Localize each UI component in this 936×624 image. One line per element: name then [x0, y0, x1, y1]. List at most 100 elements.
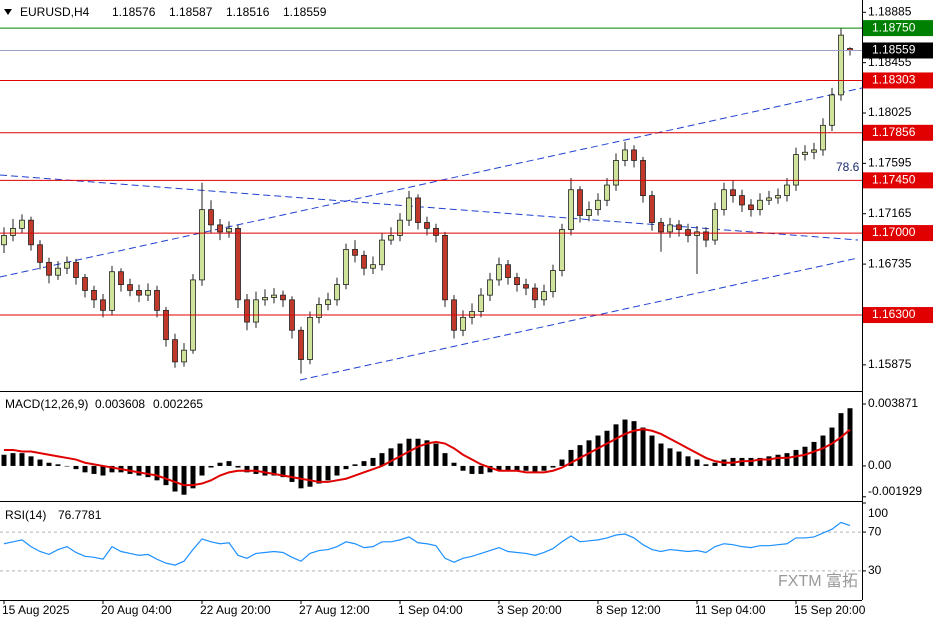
level-label: 1.18303 — [872, 73, 916, 87]
candle-body — [181, 349, 187, 363]
macd-bar — [829, 427, 835, 466]
macd-bar — [559, 459, 565, 466]
macd-bar — [703, 464, 709, 466]
candle-body — [334, 284, 340, 301]
candle-body — [370, 264, 376, 269]
candle-body — [316, 304, 322, 318]
candle-body — [658, 222, 664, 233]
x-tick-label: 22 Aug 20:00 — [200, 603, 271, 617]
macd-bar — [631, 421, 637, 466]
macd-bar — [64, 465, 70, 467]
macd-bar — [361, 461, 367, 466]
menu-arrow[interactable] — [4, 9, 12, 15]
candle-body — [748, 204, 754, 211]
candle-body — [685, 229, 691, 236]
candle-body — [208, 209, 214, 226]
candle-body — [775, 195, 781, 199]
symbol: EURUSD,H4 — [20, 5, 90, 19]
candle-body — [703, 231, 709, 241]
candle-body — [154, 290, 160, 311]
x-tick-label: 1 Sep 04:00 — [398, 603, 463, 617]
macd-bar — [55, 464, 61, 466]
candle-body — [739, 195, 745, 206]
x-tick-label: 27 Aug 12:00 — [299, 603, 370, 617]
candle-body — [613, 160, 619, 186]
rsi-line — [3, 521, 851, 566]
candle-body — [163, 309, 169, 341]
level-label-box — [863, 172, 933, 189]
macd-bar — [154, 465, 160, 481]
level-label-box — [863, 225, 933, 242]
header-close: 1.18559 — [283, 5, 327, 19]
macd-bar — [451, 462, 457, 466]
candle-body — [622, 149, 628, 161]
candle-body — [793, 154, 799, 186]
level-label: 1.17450 — [872, 173, 916, 187]
macd-bar — [550, 465, 556, 468]
x-tick-label: 15 Sep 20:00 — [794, 603, 866, 617]
candle-body — [19, 219, 25, 229]
candle-body — [460, 316, 466, 331]
candle-body — [802, 151, 808, 155]
candle-body — [343, 249, 349, 285]
candle-body — [784, 184, 790, 196]
level-label: 1.17856 — [872, 125, 916, 139]
candle-body — [541, 291, 547, 301]
candle-body — [712, 209, 718, 241]
candle-body — [631, 149, 637, 161]
macd-bar — [334, 465, 340, 476]
macd-bar — [838, 413, 844, 466]
y-tick-label: 1.17595 — [868, 156, 912, 170]
y-tick-label: 30 — [868, 563, 882, 577]
y-tick-label: 1.18885 — [868, 4, 912, 18]
candle-body — [388, 235, 394, 241]
candle-body — [379, 239, 385, 266]
candle-body — [253, 299, 259, 323]
candle-body — [640, 160, 646, 196]
macd-bar — [289, 465, 295, 482]
candle-body — [235, 227, 241, 301]
macd-bar — [523, 465, 529, 471]
macd-bar — [532, 465, 538, 473]
macd-bar — [370, 457, 376, 466]
candle-body — [496, 264, 502, 281]
candle-body — [136, 290, 142, 296]
macd-bar — [190, 465, 196, 489]
candle-body — [505, 264, 511, 278]
macd-bar — [505, 465, 511, 471]
candle-body — [361, 254, 367, 269]
macd-bar — [19, 453, 25, 466]
y-tick-label: 1.18025 — [868, 105, 912, 119]
macd-bar — [343, 465, 349, 470]
candle-body — [568, 189, 574, 230]
y-tick-label: 1.16735 — [868, 256, 912, 270]
candle-body — [298, 329, 304, 360]
macd-bar — [847, 408, 853, 466]
candle-body — [730, 189, 736, 196]
signal-line — [4, 428, 851, 487]
candle-body — [1, 235, 7, 246]
candle-body — [271, 294, 277, 298]
candle-body — [838, 34, 844, 96]
current-price-box — [863, 42, 933, 59]
macd-bar — [145, 465, 151, 478]
macd-bar — [595, 435, 601, 466]
rsi-title: RSI(14) — [5, 508, 46, 522]
level-label-box — [863, 20, 933, 37]
candle-body — [325, 299, 331, 305]
candle-body — [145, 290, 151, 296]
macd-bar — [487, 465, 493, 473]
macd-bar — [415, 438, 421, 466]
x-tick-label: 8 Sep 12:00 — [596, 603, 661, 617]
macd-bar — [100, 465, 106, 476]
candle-body — [100, 299, 106, 311]
macd-bar — [73, 465, 79, 470]
macd-bar — [541, 465, 547, 471]
y-tick-label: 0.003871 — [868, 396, 918, 410]
candle-body — [199, 209, 205, 281]
candle-body — [37, 244, 43, 263]
macd-bar — [460, 465, 466, 471]
